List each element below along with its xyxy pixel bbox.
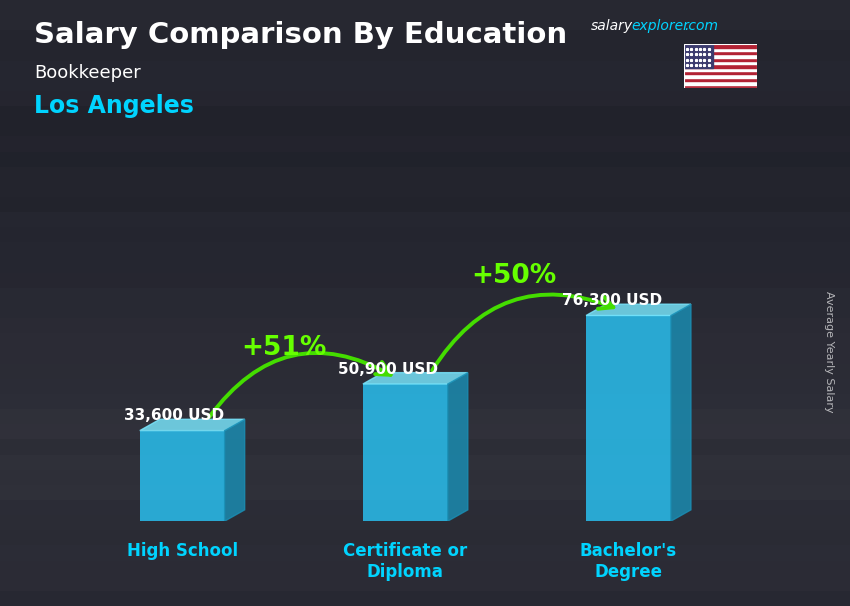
Polygon shape (448, 373, 468, 521)
Text: Bookkeeper: Bookkeeper (34, 64, 141, 82)
Bar (0, 197, 850, 212)
Bar (0, 273, 850, 288)
Bar (684, 71, 756, 75)
Bar (0, 379, 850, 394)
Bar (0, 121, 850, 136)
Text: 50,900 USD: 50,900 USD (338, 362, 439, 377)
Bar (363, 384, 448, 521)
Bar (0, 288, 850, 303)
Bar (0, 91, 850, 106)
Polygon shape (671, 304, 691, 521)
Bar (0, 545, 850, 561)
Text: Salary Comparison By Education: Salary Comparison By Education (34, 21, 567, 49)
Bar (0, 424, 850, 439)
Text: 76,300 USD: 76,300 USD (562, 293, 661, 308)
Bar (0, 242, 850, 258)
Bar (0, 182, 850, 197)
Bar (0, 61, 850, 76)
Polygon shape (139, 419, 245, 431)
Bar (0, 167, 850, 182)
Polygon shape (224, 419, 245, 521)
Bar (0, 106, 850, 121)
Bar (0, 0, 850, 15)
Bar (684, 64, 756, 68)
Bar (0, 394, 850, 409)
Bar (0, 530, 850, 545)
Bar (0, 485, 850, 500)
Text: 33,600 USD: 33,600 USD (124, 408, 224, 424)
Text: explorer: explorer (632, 19, 689, 33)
Text: .com: .com (684, 19, 718, 33)
Bar (0, 333, 850, 348)
Polygon shape (586, 304, 691, 316)
Bar (684, 84, 756, 88)
Bar (684, 51, 756, 55)
Bar (0, 15, 850, 30)
Polygon shape (363, 373, 468, 384)
Bar (0, 561, 850, 576)
Bar (0, 576, 850, 591)
Bar (0, 258, 850, 273)
Bar (0, 454, 850, 470)
Bar (0, 439, 850, 454)
Bar (0, 318, 850, 333)
Bar (0, 136, 850, 152)
Bar (0, 303, 850, 318)
Bar (684, 58, 756, 61)
Bar (684, 81, 756, 84)
Bar (684, 61, 756, 64)
Bar (684, 78, 756, 81)
Text: salary: salary (591, 19, 633, 33)
Bar (0, 212, 850, 227)
Bar (0, 515, 850, 530)
Bar (139, 431, 224, 521)
Bar (0, 500, 850, 515)
Bar (0, 470, 850, 485)
Bar (0, 30, 850, 45)
Bar (684, 44, 713, 68)
Text: +50%: +50% (472, 262, 557, 288)
Text: Los Angeles: Los Angeles (34, 94, 194, 118)
Bar (0, 227, 850, 242)
Bar (0, 364, 850, 379)
Bar (586, 316, 671, 521)
Bar (0, 348, 850, 364)
Bar (0, 45, 850, 61)
Bar (684, 44, 756, 48)
Bar (684, 68, 756, 71)
Bar (0, 409, 850, 424)
Bar (0, 76, 850, 91)
Bar (684, 55, 756, 58)
Bar (684, 48, 756, 51)
Bar (0, 591, 850, 606)
Text: Average Yearly Salary: Average Yearly Salary (824, 291, 834, 412)
Bar (684, 75, 756, 78)
Bar (0, 152, 850, 167)
Text: +51%: +51% (241, 335, 327, 361)
